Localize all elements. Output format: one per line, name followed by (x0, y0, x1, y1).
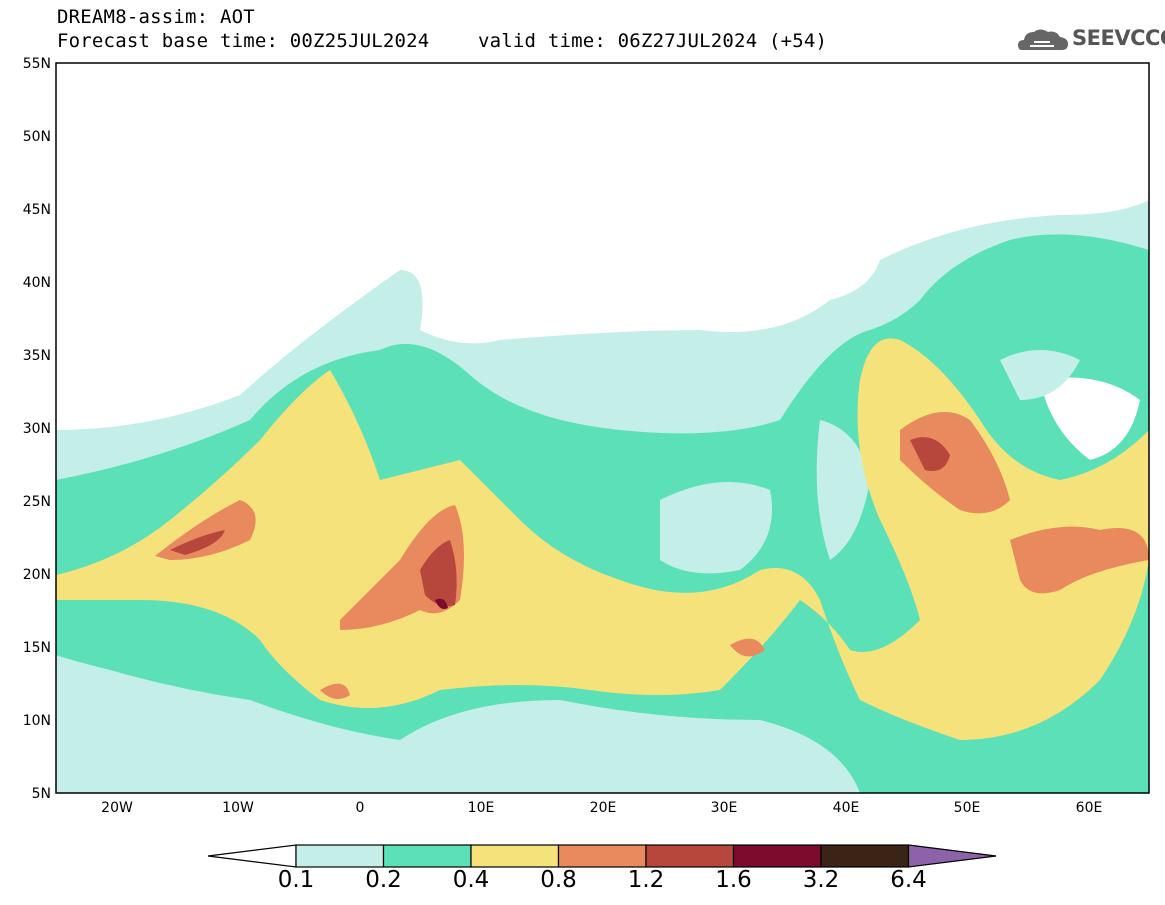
aot-contour-1.6 (435, 598, 448, 609)
lon-tick-label: 20E (590, 800, 617, 816)
colorbar (207, 844, 997, 868)
lat-tick-label: 30N (23, 421, 51, 437)
colorbar-label: 3.2 (802, 867, 840, 893)
lat-tick-label: 55N (23, 56, 51, 72)
aot-contour-0.8 (155, 500, 256, 560)
lat-tick-label: 15N (23, 640, 51, 656)
lon-tick-label: 50E (954, 800, 981, 816)
lon-tick-label: 0 (356, 800, 365, 816)
lon-tick-label: 40E (833, 800, 860, 816)
map-title: DREAM8-assim: AOT (57, 6, 255, 28)
colorbar-label: 0.2 (365, 867, 402, 893)
colorbar-label: 0.1 (277, 867, 315, 893)
colorbar-segment (645, 844, 735, 868)
lat-tick-label: 45N (23, 202, 51, 218)
lon-tick-labels: 20W 10W 0 10E 20E 30E 40E 50E 60E (101, 800, 1102, 816)
lat-tick-label: 20N (23, 567, 51, 583)
colorbar-segment (907, 844, 997, 868)
lat-tick-label: 40N (23, 275, 51, 291)
lat-tick-labels: 55N 50N 45N 40N 35N 30N 25N 20N 15N 10N … (23, 56, 51, 802)
colorbar-label: 6.4 (890, 867, 927, 893)
colorbar-label: 1.2 (627, 867, 665, 893)
lat-tick-label: 25N (23, 494, 51, 510)
lon-tick-label: 30E (711, 800, 738, 816)
colorbar-segment (382, 844, 472, 868)
logo-text: SEEVCCC (1072, 26, 1165, 50)
plot-frame (55, 62, 1150, 794)
lat-tick-label: 50N (23, 129, 51, 145)
lat-tick-label: 35N (23, 348, 51, 364)
colorbar-segment (470, 844, 560, 868)
lat-tick-label: 10N (23, 713, 51, 729)
valid-time: valid time: 06Z27JUL2024 (+54) (478, 30, 828, 52)
lon-tick-label: 10E (468, 800, 495, 816)
colorbar-segment (820, 844, 910, 868)
colorbar-label: 1.6 (715, 867, 752, 893)
lon-tick-label: 10W (222, 800, 254, 816)
colorbar-segment (207, 844, 297, 868)
colorbar-segment (295, 844, 385, 868)
colorbar-segment (732, 844, 822, 868)
aot-contours (56, 200, 1149, 793)
lon-tick-label: 60E (1076, 800, 1103, 816)
cloud-logo-icon (1018, 29, 1068, 50)
forecast-base-time: Forecast base time: 00Z25JUL2024 (57, 30, 430, 52)
lat-tick-label: 5N (32, 786, 51, 802)
aot-contour-0.4 (56, 338, 1149, 740)
colorbar-label: 0.8 (540, 867, 577, 893)
colorbar-label: 0.4 (452, 867, 490, 893)
lon-tick-label: 20W (101, 800, 133, 816)
aot-contour-1.2 (170, 530, 225, 555)
colorbar-segment (557, 844, 647, 868)
